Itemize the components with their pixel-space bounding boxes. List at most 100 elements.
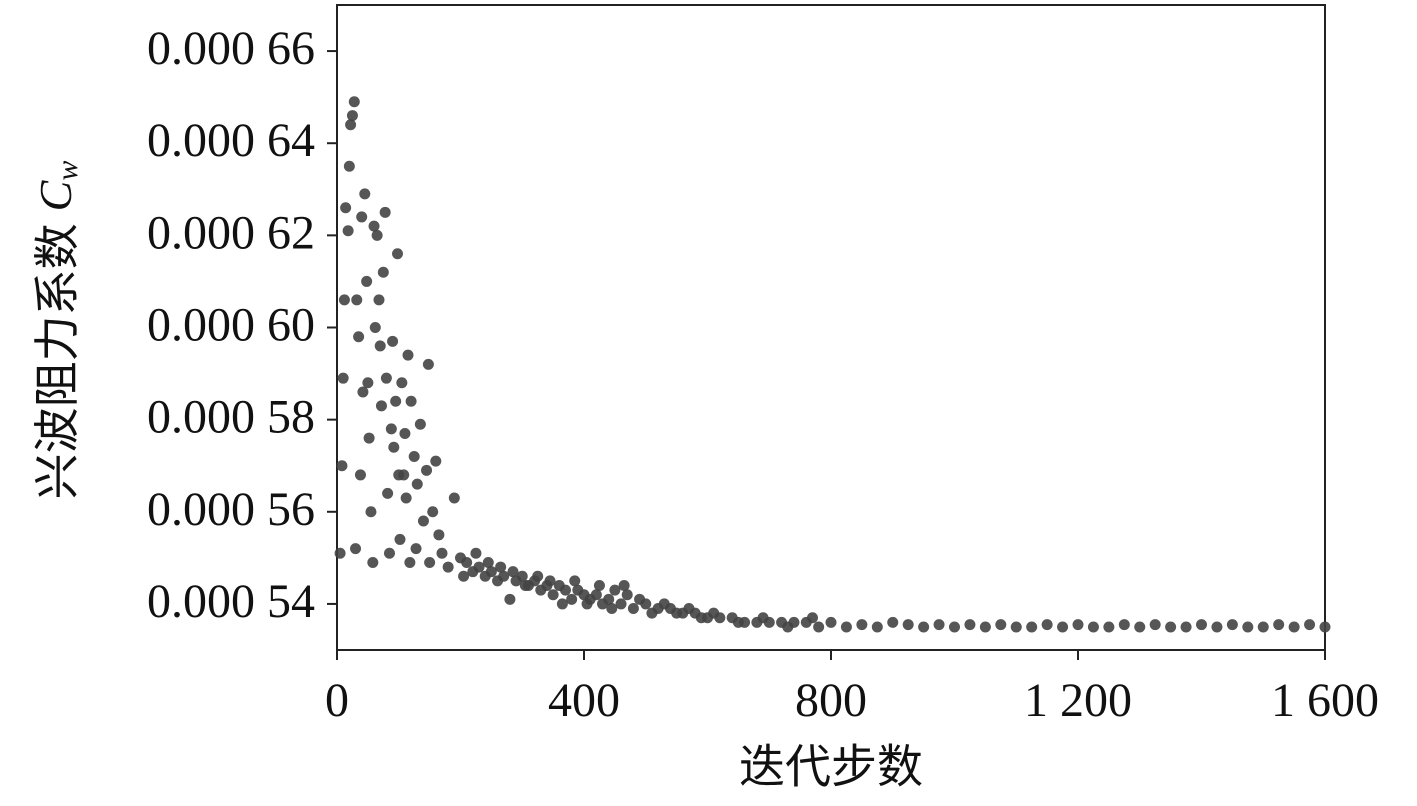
point — [618, 580, 630, 591]
point — [708, 607, 720, 619]
point — [396, 377, 408, 389]
point — [334, 547, 346, 559]
point — [1118, 619, 1130, 631]
point — [359, 188, 371, 200]
point — [1273, 619, 1285, 631]
point — [356, 211, 368, 223]
point — [606, 603, 618, 615]
point — [519, 580, 531, 591]
point — [1134, 621, 1146, 633]
point — [461, 556, 473, 568]
point — [414, 418, 426, 430]
point — [374, 340, 386, 352]
point — [1211, 621, 1223, 633]
point — [411, 478, 423, 490]
point — [485, 566, 497, 578]
point — [346, 110, 358, 122]
point — [1304, 619, 1316, 631]
point — [856, 619, 868, 631]
point — [806, 612, 818, 624]
point — [388, 441, 400, 453]
point — [458, 570, 470, 582]
point — [813, 621, 825, 633]
point — [569, 575, 581, 587]
point — [1180, 621, 1192, 633]
point — [933, 619, 945, 631]
x-tick-label: 1 600 — [1271, 674, 1379, 727]
point — [782, 621, 794, 633]
point — [348, 96, 360, 108]
point — [544, 575, 556, 587]
point — [402, 349, 414, 361]
point — [658, 598, 670, 610]
point — [338, 294, 350, 306]
y-tick-label: 0.000 58 — [147, 391, 315, 444]
point — [379, 206, 391, 218]
y-axis-symbol: C — [30, 179, 81, 211]
point — [442, 561, 454, 573]
point — [683, 603, 695, 615]
point — [507, 566, 519, 578]
point — [367, 556, 379, 568]
point — [593, 580, 605, 591]
point — [1257, 621, 1269, 633]
point — [448, 492, 460, 504]
point — [590, 589, 602, 601]
point — [1149, 619, 1161, 631]
point — [825, 616, 837, 628]
point — [902, 619, 914, 631]
point — [995, 619, 1007, 631]
y-axis-subscript: w — [51, 161, 84, 181]
y-tick-label: 0.000 54 — [147, 575, 315, 628]
point — [340, 202, 352, 214]
point — [385, 423, 397, 435]
point — [380, 372, 392, 384]
point — [1057, 621, 1069, 633]
point — [979, 621, 991, 633]
point — [556, 598, 568, 610]
point — [337, 372, 349, 384]
point — [547, 589, 559, 601]
point — [634, 593, 646, 605]
point — [433, 529, 445, 541]
point — [400, 492, 412, 504]
point — [559, 584, 571, 596]
point — [1288, 621, 1300, 633]
point — [757, 612, 769, 624]
point — [949, 621, 960, 633]
point — [351, 294, 363, 306]
point — [342, 225, 354, 237]
point — [918, 621, 930, 633]
y-tick-label: 0.000 64 — [147, 114, 315, 167]
point — [627, 603, 639, 615]
x-axis-label: 迭代步数 — [739, 740, 923, 794]
point — [532, 570, 544, 582]
point — [369, 322, 381, 333]
point — [387, 335, 399, 347]
point — [887, 616, 899, 628]
point — [621, 589, 633, 601]
point — [840, 621, 852, 633]
point — [695, 612, 707, 624]
point — [371, 229, 383, 241]
point — [1041, 619, 1053, 631]
point — [1242, 621, 1254, 633]
point — [390, 395, 402, 407]
point — [394, 533, 406, 545]
point — [964, 619, 976, 631]
point — [345, 119, 357, 131]
plot-frame — [336, 4, 1326, 651]
point — [436, 547, 448, 559]
point — [671, 607, 683, 619]
point — [424, 556, 436, 568]
point — [430, 455, 442, 467]
point — [732, 616, 744, 628]
x-tick-label: 800 — [795, 674, 867, 727]
point — [361, 275, 373, 287]
point — [603, 593, 615, 605]
point — [609, 584, 621, 596]
point — [495, 561, 507, 573]
point — [392, 248, 404, 260]
point — [1026, 621, 1038, 633]
